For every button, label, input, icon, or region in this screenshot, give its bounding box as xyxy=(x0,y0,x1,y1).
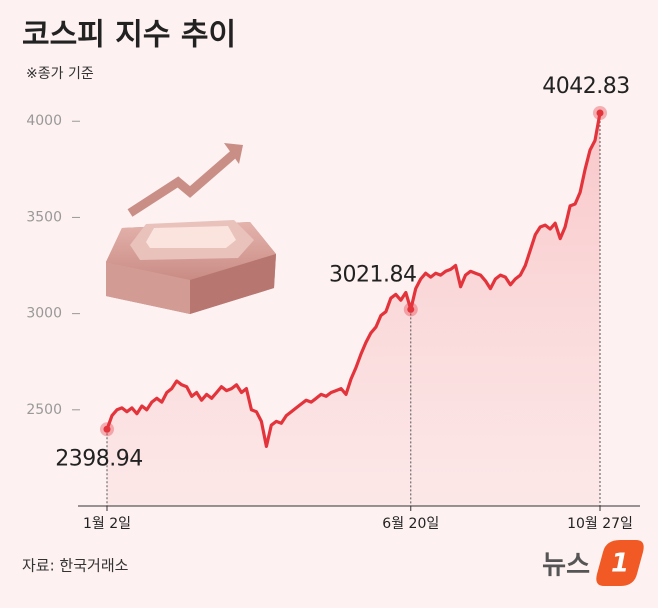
data-label: 2398.94 xyxy=(55,446,142,471)
data-label: 4042.83 xyxy=(542,74,629,99)
line xyxy=(105,112,602,448)
y-tick-label: 3500 xyxy=(26,209,62,225)
logo-badge xyxy=(596,540,644,586)
y-tick-label: 2500 xyxy=(26,402,62,418)
chart-subtitle: ※종가 기준 xyxy=(26,66,94,82)
point xyxy=(596,109,604,117)
logo-badge-text: 1 xyxy=(611,549,629,579)
x-tick-label: 1월 2일 xyxy=(83,516,131,532)
point xyxy=(103,425,111,433)
x-tick-label: 6월 20일 xyxy=(382,516,439,532)
logo: 뉴스 1 xyxy=(542,540,644,586)
chart-title: 코스피 지수 추이 xyxy=(22,18,236,53)
y-tick-label: 3000 xyxy=(26,306,62,322)
x-tick-label: 10월 27일 xyxy=(567,516,633,532)
source: 자료: 한국거래소 xyxy=(22,557,129,575)
area xyxy=(107,113,600,506)
y-tick-label: 4000 xyxy=(26,113,62,129)
illustration xyxy=(106,143,276,314)
point xyxy=(407,305,415,313)
plot: 2500 3000 3500 4000 1월 2일 2398.94 6월 20일 3021.8… xyxy=(26,74,640,532)
logo-text: 뉴스 xyxy=(542,551,590,581)
data-label: 3021.84 xyxy=(329,262,416,287)
